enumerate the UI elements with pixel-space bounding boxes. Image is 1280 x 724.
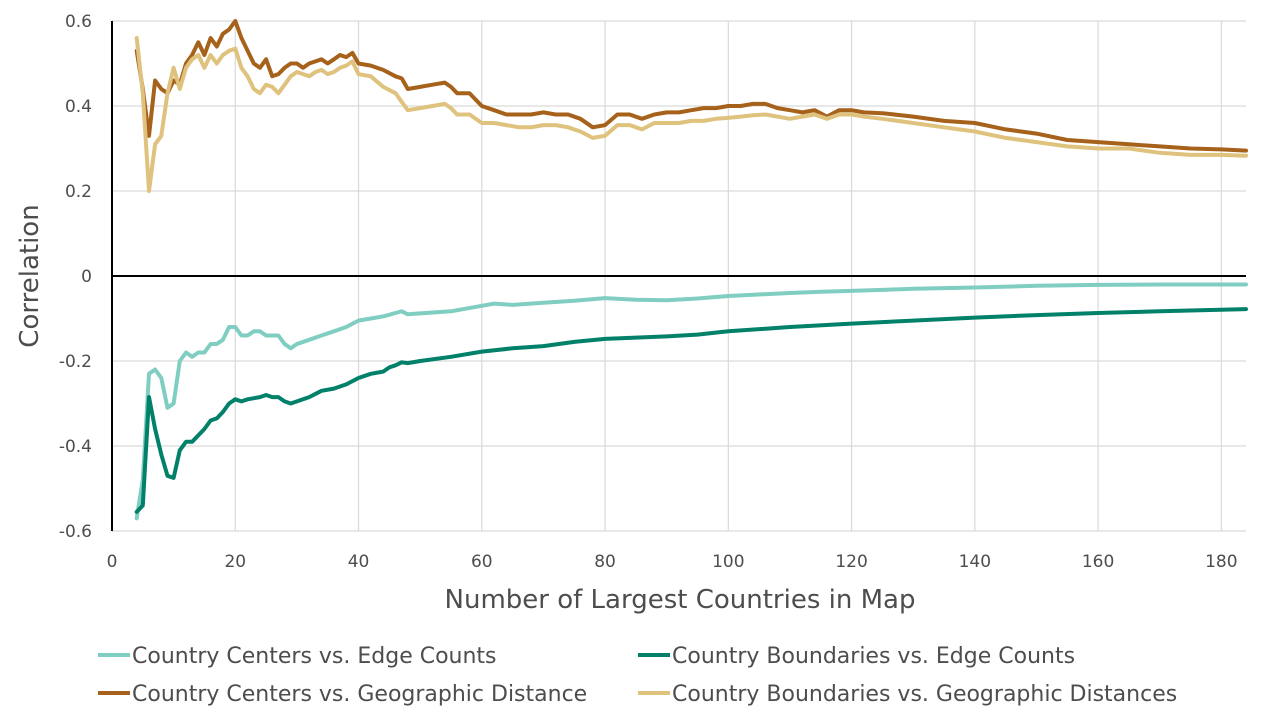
series-lines — [134, 19, 1248, 521]
x-tick-label: 0 — [107, 552, 118, 572]
x-tick-label: 20 — [224, 552, 246, 572]
x-axis-title: Number of Largest Countries in Map — [445, 585, 916, 615]
x-tick-label: 180 — [1205, 552, 1237, 572]
y-tick-label: 0.2 — [65, 182, 92, 202]
x-tick-label: 100 — [712, 552, 744, 572]
legend-label-3: Country Centers vs. Geographic Distance — [132, 682, 587, 707]
series-line-3 — [134, 19, 1248, 153]
x-tick-label: 60 — [471, 552, 493, 572]
tick-labels: 0 20 40 60 80 100 120 140 160 180 -0.6 -0.4 -0.2 0 0.2… — [59, 12, 1238, 572]
y-tick-label: 0 — [81, 267, 92, 287]
x-tick-label: 40 — [348, 552, 370, 572]
legend-label-4: Country Boundaries vs. Geographic Distan… — [672, 682, 1177, 707]
y-tick-label: 0.4 — [65, 97, 92, 117]
x-tick-label: 120 — [835, 552, 867, 572]
legend-label-1: Country Centers vs. Edge Counts — [132, 644, 497, 669]
y-tick-label: -0.2 — [59, 352, 92, 372]
x-tick-label: 80 — [594, 552, 616, 572]
y-tick-label: -0.4 — [59, 437, 92, 457]
legend: Country Centers vs. Edge Counts Country B… — [98, 644, 1177, 707]
series-line-1 — [134, 282, 1248, 521]
series-line-4 — [134, 36, 1248, 193]
y-tick-label: 0.6 — [65, 12, 92, 32]
series-line-2 — [134, 307, 1248, 514]
x-tick-label: 140 — [959, 552, 991, 572]
x-tick-label: 160 — [1082, 552, 1114, 572]
legend-label-2: Country Boundaries vs. Edge Counts — [672, 644, 1075, 669]
y-tick-label: -0.6 — [59, 522, 92, 542]
y-axis-title: Correlation — [15, 204, 45, 347]
